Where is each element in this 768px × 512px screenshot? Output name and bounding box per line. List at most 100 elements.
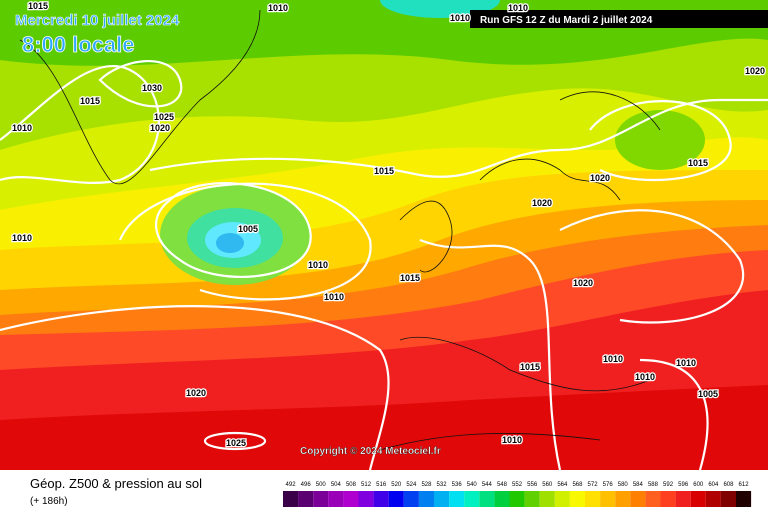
legend-label: 612: [739, 482, 750, 488]
isobar-label: 1010: [324, 292, 344, 302]
legend-swatch: [418, 491, 434, 507]
isobar-label: 1020: [186, 388, 206, 398]
legend-swatch: [373, 491, 389, 507]
isobar-label: 1005: [238, 224, 258, 234]
forecast-time: 8:00 locale: [22, 32, 135, 57]
field-bands: [0, 0, 768, 471]
legend-label: 496: [301, 482, 312, 488]
legend-label: 504: [331, 482, 342, 488]
legend-label: 536: [452, 482, 463, 488]
legend-label: 552: [512, 482, 523, 488]
isobar-label: 1015: [28, 1, 48, 11]
legend-label: 584: [633, 482, 644, 488]
isobar-label: 1020: [532, 198, 552, 208]
isobar-label: 1010: [12, 123, 32, 133]
footer-lead: (+ 186h): [30, 496, 68, 507]
legend-swatch: [449, 491, 465, 507]
isobar-label: 1015: [688, 158, 708, 168]
legend-swatch: [630, 491, 646, 507]
isobar-label: 1010: [12, 233, 32, 243]
legend-swatch: [464, 491, 480, 507]
legend-swatch: [720, 491, 736, 507]
isobar-label: 1010: [508, 3, 528, 13]
legend-swatch: [585, 491, 601, 507]
legend-swatch: [509, 491, 525, 507]
legend-swatch: [343, 491, 359, 507]
legend-swatch: [705, 491, 721, 507]
legend-label: 528: [421, 482, 432, 488]
coastlines: [19, 9, 661, 451]
legend-swatch: [524, 491, 540, 507]
legend-label: 520: [391, 482, 402, 488]
legend-swatch: [298, 491, 314, 507]
legend-swatch: [313, 491, 329, 507]
legend-swatch: [569, 491, 585, 507]
legend-swatch: [554, 491, 570, 507]
legend-swatch: [736, 491, 752, 507]
legend-swatch: [600, 491, 616, 507]
legend-label: 564: [557, 482, 568, 488]
isobar-label: 1030: [142, 83, 162, 93]
legend-label: 540: [467, 482, 478, 488]
isobar-label: 1025: [154, 112, 174, 122]
footer-title: Géop. Z500 & pression au sol: [30, 476, 202, 491]
isobar-label: 1015: [520, 362, 540, 372]
forecast-date: Mercredi 10 juillet 2024: [15, 12, 180, 29]
legend-swatch: [675, 491, 691, 507]
legend-label: 604: [708, 482, 719, 488]
isobar-label: 1020: [150, 123, 170, 133]
isobar-label: 1015: [374, 166, 394, 176]
legend-label: 588: [648, 482, 659, 488]
legend-label: 500: [316, 482, 327, 488]
isobar-label: 1020: [573, 278, 593, 288]
legend-label: 560: [542, 482, 553, 488]
legend-swatch: [328, 491, 344, 507]
isobar-label: 1015: [80, 96, 100, 106]
isobar-label: 1020: [745, 66, 765, 76]
legend-label: 556: [527, 482, 538, 488]
isobar-label: 1010: [308, 260, 328, 270]
isobar-label: 1025: [226, 438, 246, 448]
isobar-label: 1010: [268, 3, 288, 13]
legend-label: 548: [497, 482, 508, 488]
legend-label: 532: [437, 482, 448, 488]
legend-swatch: [403, 491, 419, 507]
legend-swatch: [434, 491, 450, 507]
legend-label: 568: [572, 482, 583, 488]
legend-swatch: [645, 491, 661, 507]
legend-label: 608: [723, 482, 734, 488]
legend-label: 516: [376, 482, 387, 488]
legend-label: 580: [618, 482, 629, 488]
isobar-labels: 1015 101010101015103010251020101010201015…: [11, 0, 767, 449]
isobar-label: 1010: [603, 354, 623, 364]
legend-swatch: [388, 491, 404, 507]
legend-label: 572: [588, 482, 599, 488]
isobar-label: 1010: [450, 13, 470, 23]
isobar-label: 1015: [400, 273, 420, 283]
legend-label: 576: [603, 482, 614, 488]
legend-label: 492: [286, 482, 297, 488]
legend-label: 592: [663, 482, 674, 488]
isobars: [0, 59, 768, 471]
copyright: Copyright © 2024 Meteociel.fr: [300, 446, 441, 457]
legend-label: 600: [693, 482, 704, 488]
legend-swatch: [690, 491, 706, 507]
isobar-label: 1010: [635, 372, 655, 382]
run-info: Run GFS 12 Z du Mardi 2 juillet 2024: [480, 15, 653, 26]
legend-swatch: [615, 491, 631, 507]
legend-label: 508: [346, 482, 357, 488]
isobar-label: 1005: [698, 389, 718, 399]
legend-label: 524: [406, 482, 417, 488]
isobar-label: 1020: [590, 173, 610, 183]
legend-swatch: [283, 491, 299, 507]
legend-swatch: [660, 491, 676, 507]
isobar-label: 1010: [676, 358, 696, 368]
legend-swatch: [358, 491, 374, 507]
legend: 492 496 500 504 508 512 516 520 524 528 532 536 540 5…: [283, 482, 752, 507]
isobar-label: 1010: [502, 435, 522, 445]
legend-label: 512: [361, 482, 372, 488]
legend-swatch: [494, 491, 510, 507]
legend-swatch: [479, 491, 495, 507]
run-box: [470, 10, 768, 28]
